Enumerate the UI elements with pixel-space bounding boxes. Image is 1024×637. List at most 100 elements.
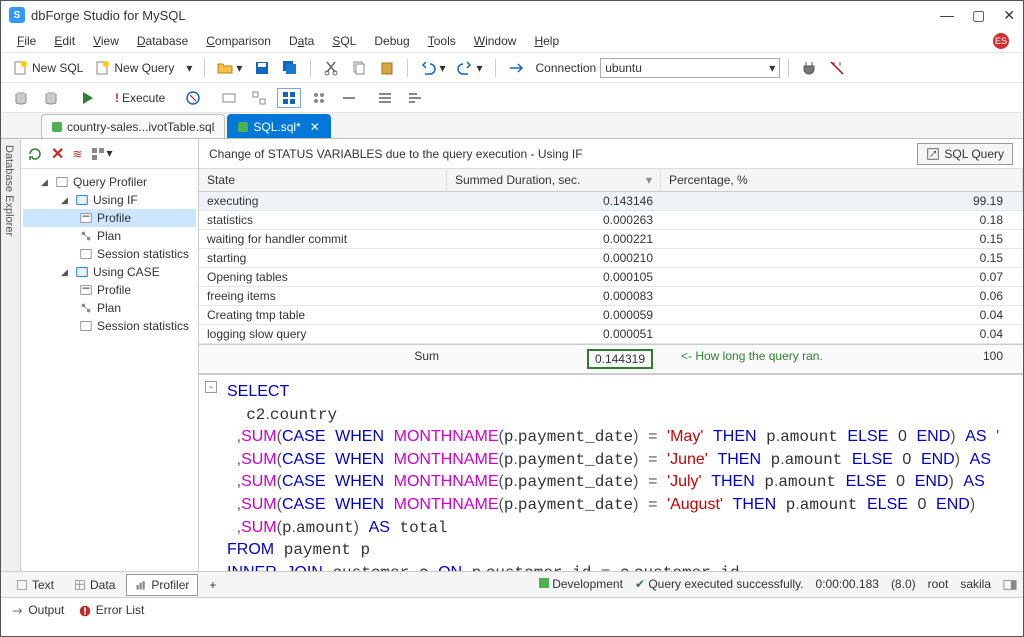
tab-profiler[interactable]: Profiler <box>126 574 198 596</box>
grid-row[interactable]: Opening tables0.0001050.07 <box>199 268 1023 287</box>
sum-pct-cell: <- How long the query ran. 100 <box>661 345 1023 373</box>
database: sakila <box>960 577 991 591</box>
menu-help[interactable]: Help <box>526 32 567 50</box>
dropdown-1[interactable]: ▾ <box>182 59 196 77</box>
profiler-tree-panel: ✕ ≋ ▾ ◢ Query Profiler ◢ Using IF Profil… <box>21 139 199 571</box>
tree-plan-if[interactable]: Plan <box>23 227 196 245</box>
tool-icon-4[interactable] <box>307 88 331 108</box>
tab-text[interactable]: Text <box>7 574 63 596</box>
server-version: (8.0) <box>891 577 916 591</box>
toolbar-main: New SQL New Query ▾ ▾ ▾ ▾ Connection ubu… <box>1 53 1023 83</box>
stop-button[interactable] <box>181 88 205 108</box>
toolbar-execute: ! Execute <box>1 83 1023 113</box>
tool-icon-2[interactable] <box>247 88 271 108</box>
tree-profile-case[interactable]: Profile <box>23 281 196 299</box>
window-title: dbForge Studio for MySQL <box>31 8 186 23</box>
tree-stats-case[interactable]: Session statistics <box>23 317 196 335</box>
tree-stats-if[interactable]: Session statistics <box>23 245 196 263</box>
plug-icon[interactable] <box>797 58 821 78</box>
menu-edit[interactable]: Edit <box>46 32 83 50</box>
redo-button[interactable]: ▾ <box>453 58 486 78</box>
close-button[interactable]: ✕ <box>1003 7 1015 24</box>
tree-using-case[interactable]: ◢ Using CASE <box>23 263 196 281</box>
run-button[interactable] <box>75 88 99 108</box>
menu-database[interactable]: Database <box>129 32 196 50</box>
nav-button[interactable] <box>504 58 528 78</box>
output-tab[interactable]: Output <box>11 603 64 618</box>
tab-data[interactable]: Data <box>65 574 124 596</box>
tab-country-sales[interactable]: country-sales...ivotTable.sql <box>41 114 225 138</box>
col-state[interactable]: State <box>199 169 447 191</box>
sql-query-button[interactable]: SQL Query <box>917 143 1013 165</box>
menu-sql[interactable]: SQL <box>324 32 364 50</box>
user: root <box>928 577 949 591</box>
db-icon-1[interactable] <box>9 88 33 108</box>
options-icon[interactable]: ▾ <box>90 146 112 162</box>
error-list-tab[interactable]: Error List <box>78 603 144 618</box>
menubar: File Edit View Database Comparison Data … <box>1 29 1023 53</box>
sql-editor[interactable]: − SELECT c2.country ,SUM(CASE WHEN MONTH… <box>199 374 1023 571</box>
grid-row[interactable]: logging slow query0.0000510.04 <box>199 325 1023 344</box>
tree-profile-if[interactable]: Profile <box>23 209 196 227</box>
compare-icon[interactable]: ≋ <box>72 147 82 161</box>
env-status: Development <box>539 577 623 591</box>
tool-icon-6[interactable] <box>373 88 397 108</box>
delete-icon[interactable]: ✕ <box>51 144 64 164</box>
connection-select[interactable]: ubuntu▾ <box>600 58 780 78</box>
sql-text: SELECT c2.country ,SUM(CASE WHEN MONTHNA… <box>199 375 1023 571</box>
menu-debug[interactable]: Debug <box>366 32 417 50</box>
tab-sql-active[interactable]: SQL.sql* ✕ <box>227 114 330 138</box>
profiler-tree: ◢ Query Profiler ◢ Using IF Profile Plan… <box>21 169 198 571</box>
col-duration[interactable]: Summed Duration, sec.▾ <box>447 169 661 191</box>
tool-icon-1[interactable] <box>217 88 241 108</box>
menu-file[interactable]: File <box>9 32 44 50</box>
tree-using-if[interactable]: ◢ Using IF <box>23 191 196 209</box>
save-all-button[interactable] <box>278 58 302 78</box>
app-logo-icon: S <box>9 7 25 23</box>
tree-plan-case[interactable]: Plan <box>23 299 196 317</box>
new-query-button[interactable]: New Query <box>91 58 178 78</box>
menu-data[interactable]: Data <box>281 32 322 50</box>
profile-title: Change of STATUS VARIABLES due to the qu… <box>209 147 583 161</box>
unplug-icon[interactable] <box>825 58 849 78</box>
cut-button[interactable] <box>319 58 343 78</box>
layout-icon[interactable] <box>1003 577 1017 592</box>
db-icon-2[interactable] <box>39 88 63 108</box>
tool-icon-7[interactable] <box>403 88 427 108</box>
close-tab-icon[interactable]: ✕ <box>310 120 320 134</box>
undo-button[interactable]: ▾ <box>416 58 449 78</box>
col-percentage[interactable]: Percentage, % <box>661 169 1023 191</box>
minimize-button[interactable]: — <box>940 7 954 24</box>
refresh-icon[interactable] <box>27 146 43 162</box>
tool-icon-5[interactable] <box>337 88 361 108</box>
paste-button[interactable] <box>375 58 399 78</box>
copy-button[interactable] <box>347 58 371 78</box>
tab-add[interactable]: + <box>200 574 225 596</box>
maximize-button[interactable]: ▢ <box>972 7 985 24</box>
open-button[interactable]: ▾ <box>213 58 246 78</box>
grid-row[interactable]: starting0.0002100.15 <box>199 249 1023 268</box>
new-sql-button[interactable]: New SQL <box>9 58 87 78</box>
execute-button[interactable]: ! Execute <box>111 89 169 107</box>
tool-icon-3[interactable] <box>277 88 301 108</box>
grid-row[interactable]: statistics0.0002630.18 <box>199 211 1023 230</box>
save-button[interactable] <box>250 58 274 78</box>
grid-row[interactable]: freeing items0.0000830.06 <box>199 287 1023 306</box>
database-explorer-rail[interactable]: Database Explorer <box>1 139 21 571</box>
status-dot-icon <box>52 122 62 132</box>
status-dot-icon <box>238 122 248 132</box>
tree-root[interactable]: ◢ Query Profiler <box>23 173 196 191</box>
menu-comparison[interactable]: Comparison <box>198 32 279 50</box>
annotation-text: <- How long the query ran. <box>669 349 823 369</box>
menu-view[interactable]: View <box>85 32 127 50</box>
grid-row[interactable]: Creating tmp table0.0000590.04 <box>199 306 1023 325</box>
grid-row[interactable]: waiting for handler commit0.0002210.15 <box>199 230 1023 249</box>
tree-toolbar: ✕ ≋ ▾ <box>21 139 198 169</box>
language-badge[interactable]: ES <box>993 33 1009 49</box>
grid-row[interactable]: executing0.14314699.19 <box>199 192 1023 211</box>
sum-row: Sum 0.144319 <- How long the query ran. … <box>199 344 1023 373</box>
menu-tools[interactable]: Tools <box>420 32 464 50</box>
grid-header: State Summed Duration, sec.▾ Percentage,… <box>199 169 1023 192</box>
menu-window[interactable]: Window <box>466 32 525 50</box>
fold-icon[interactable]: − <box>205 381 217 393</box>
